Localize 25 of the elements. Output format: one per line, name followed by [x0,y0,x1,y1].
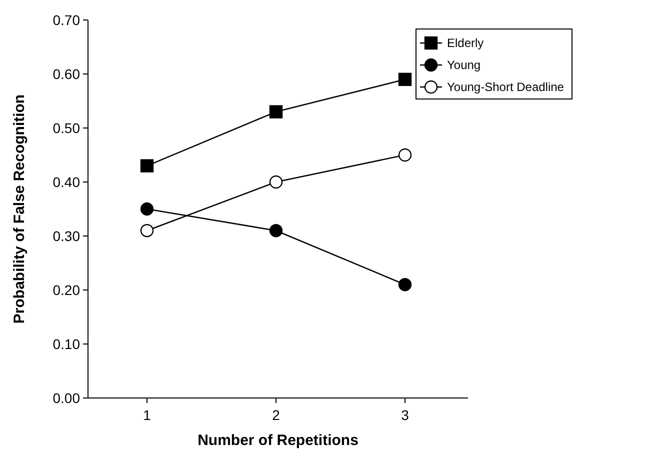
x-tick-label: 3 [401,407,410,423]
legend-label: Young-Short Deadline [447,80,564,94]
y-axis-title: Probability of False Recognition [11,94,28,324]
x-tick-label: 1 [143,407,152,423]
point [140,159,154,172]
legend-label: Elderly [447,36,484,50]
point [269,224,283,238]
x-tick-label: 2 [272,407,280,423]
y-tick-label: 0.50 [52,120,80,136]
y-tick-label: 0.40 [52,174,80,190]
y-tick-label: 0.00 [52,390,80,406]
point [398,278,412,292]
y-tick-label: 0.10 [52,336,80,352]
point [269,105,283,118]
y-tick-label: 0.60 [52,66,80,82]
y-tick-label: 0.70 [52,12,80,28]
y-tick-label: 0.20 [52,282,80,298]
x-axis-title: Number of Repetitions [198,432,358,449]
point [269,175,283,189]
y-tick-label: 0.30 [52,228,80,244]
point [398,72,412,86]
point [140,224,154,238]
point [140,202,154,216]
point [398,148,412,162]
legend-label: Young [447,58,481,72]
